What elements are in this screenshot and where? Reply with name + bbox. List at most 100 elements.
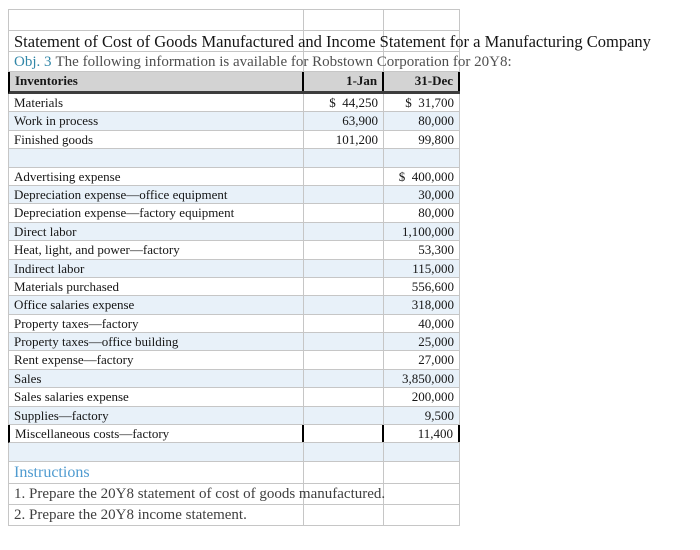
dec-value-cell: 200,000 [384,388,460,406]
row-label-cell: Materials purchased [9,277,304,296]
empty-cell [384,462,460,484]
inventory-row: Materials $ 44,250 $ 31,700 [8,94,460,113]
expense-row: Advertising expense $ 400,000 [8,167,460,186]
row-label-cell: Finished goods [9,130,304,149]
row-label-cell: Indirect labor [9,259,304,277]
row-label-cell: Sales salaries expense [9,388,304,406]
jan-value-cell: $ 44,250 [304,94,384,112]
objective-text: The following information is available f… [55,54,512,70]
table-header-row: Inventories 1-Jan 31-Dec [8,72,460,94]
title-row: Statement of Cost of Goods Manufactured … [8,31,651,52]
objective-row: Obj. 3 The following information is avai… [8,52,512,72]
expense-row: Depreciation expense—factory equipment 8… [8,204,460,223]
expense-row: Sales salaries expense 200,000 [8,388,460,407]
instruction-row: 2. Prepare the 20Y8 income statement. [8,505,460,527]
dec-value-cell: 11,400 [384,425,461,443]
empty-cell [304,296,384,314]
row-label-cell: Office salaries expense [9,296,304,314]
empty-cell [9,462,304,484]
expense-row: Sales 3,850,000 [8,369,460,389]
empty-cell [304,462,384,484]
expense-row: Materials purchased 556,600 [8,277,460,297]
expense-row: Supplies—factory 9,500 [8,406,460,426]
row-label-cell: Property taxes—office building [9,333,304,351]
empty-cell [304,259,384,277]
empty-cell [304,369,384,388]
jan-value-cell: 63,900 [304,112,384,130]
empty-cell [304,277,384,296]
dec-value-cell: 99,800 [384,130,460,149]
empty-cell [384,149,460,167]
dec-value-cell: 53,300 [384,241,460,259]
instruction-row: 1. Prepare the 20Y8 statement of cost of… [8,484,460,506]
dec-value-cell: 40,000 [384,314,460,333]
empty-cell [304,505,384,526]
dec-value-cell: $ 31,700 [384,94,460,112]
empty-cell [304,351,384,369]
dec-value-cell: 556,600 [384,277,460,296]
empty-cell [384,484,460,505]
inventory-row: Finished goods 101,200 99,800 [8,130,460,150]
empty-cell [384,52,460,71]
objective-line: Obj. 3 The following information is avai… [14,52,512,72]
empty-cell [304,484,384,505]
empty-cell [9,149,304,167]
empty-cell [304,443,384,462]
expense-row: Office salaries expense 318,000 [8,296,460,315]
expense-row: Indirect labor 115,000 [8,259,460,278]
row-label-cell: Advertising expense [9,167,304,185]
row-label-cell: Supplies—factory [9,406,304,425]
row-label-cell: Miscellaneous costs—factory [10,425,305,443]
empty-cell [9,31,304,51]
dec-value-cell: 115,000 [384,259,460,277]
instructions-heading-row: Instructions [8,462,460,485]
empty-cell [304,149,384,167]
dec-value-cell: 30,000 [384,185,460,204]
empty-cell [304,185,384,204]
dec-value-cell: 25,000 [384,333,460,351]
page-title: Statement of Cost of Goods Manufactured … [14,32,651,51]
row-label-cell: Direct labor [9,222,304,241]
expense-row: Heat, light, and power—factory 53,300 [8,241,460,260]
empty-cell [9,505,304,526]
expense-row: Property taxes—office building 25,000 [8,333,460,352]
jan-value-cell: 101,200 [304,130,384,149]
dec-value-cell: 80,000 [384,112,460,130]
dec-value-cell: 318,000 [384,296,460,314]
instruction-item: 2. Prepare the 20Y8 income statement. [14,507,247,524]
empty-cell [304,167,384,185]
row-label-cell: Materials [9,94,304,112]
empty-cell [384,31,460,51]
empty-cell [9,10,304,30]
worksheet: Statement of Cost of Goods Manufactured … [8,9,651,527]
empty-cell [304,204,384,222]
expense-row: Depreciation expense—office equipment 30… [8,185,460,205]
empty-cell [9,484,304,505]
empty-cell [304,333,384,351]
empty-cell [304,10,384,30]
row-label-cell: Heat, light, and power—factory [9,241,304,259]
empty-cell [304,314,384,333]
empty-cell [384,443,460,462]
row-label-cell: Work in process [9,112,304,130]
empty-cell [304,52,384,71]
row-label-cell: Sales [9,369,304,388]
dec-value-cell: 80,000 [384,204,460,222]
empty-row [8,149,460,168]
row-label-cell: Property taxes—factory [9,314,304,333]
empty-cell [304,31,384,51]
row-label-cell: Rent expense—factory [9,351,304,369]
expense-row: Direct labor 1,100,000 [8,222,460,242]
empty-cell [304,388,384,406]
empty-cell [304,425,385,443]
header-jan: 1-Jan [304,72,385,91]
dec-value-cell: $ 400,000 [384,167,460,185]
empty-row [8,443,460,463]
empty-cell [9,443,304,462]
empty-cell [384,10,460,30]
expense-row: Miscellaneous costs—factory 11,400 [8,425,461,444]
dec-value-cell: 1,100,000 [384,222,460,241]
empty-cell [304,241,384,259]
inventory-row: Work in process 63,900 80,000 [8,112,460,131]
dec-value-cell: 27,000 [384,351,460,369]
